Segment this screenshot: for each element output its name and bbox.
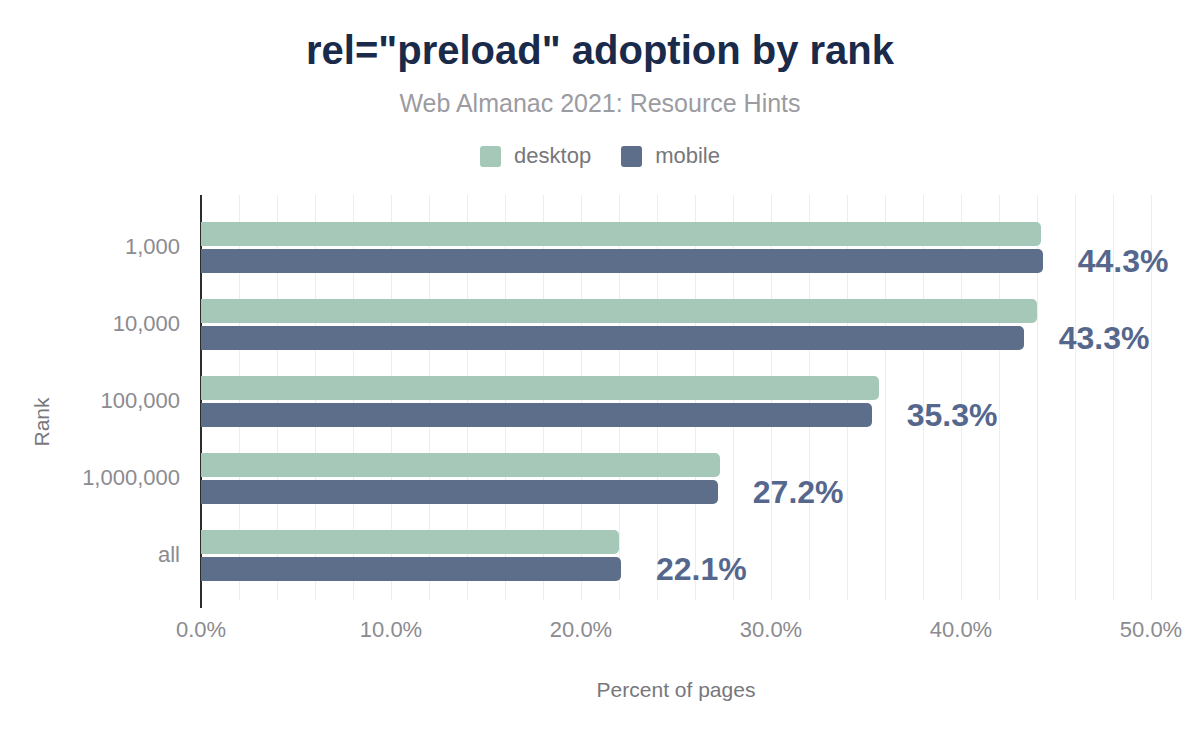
value-label: 22.1% [656,552,747,586]
mobile-swatch-icon [621,146,642,167]
legend-label-desktop: desktop [514,143,591,169]
plot-area: 44.3%43.3%35.3%27.2%22.1% [201,195,1151,600]
bar-desktop-10000 [201,299,1037,323]
category-label: 10,000 [0,312,180,336]
desktop-swatch-icon [480,146,501,167]
value-label: 43.3% [1059,321,1150,355]
legend-label-mobile: mobile [655,143,720,169]
gridline [1075,195,1076,600]
legend-item-mobile: mobile [621,143,720,169]
chart-subtitle: Web Almanac 2021: Resource Hints [0,89,1200,118]
bar-mobile-1000000 [201,480,718,504]
chart-card: rel="preload" adoption by rank Web Alman… [0,0,1200,742]
x-tick-label: 0.0% [176,617,226,643]
value-label: 35.3% [907,398,998,432]
x-tick-label: 20.0% [550,617,612,643]
category-axis-labels: 1,000 10,000 100,000 1,000,000 all [0,195,190,600]
category-label: all [0,543,180,567]
x-axis-title: Percent of pages [201,678,1151,702]
x-tick-label: 50.0% [1120,617,1182,643]
bar-desktop-1000000 [201,453,720,477]
y-axis-title: Rank [30,396,54,448]
bar-mobile-all [201,557,621,581]
category-label: 100,000 [0,389,180,413]
legend-item-desktop: desktop [480,143,591,169]
chart-title: rel="preload" adoption by rank [0,28,1200,73]
x-tick-label: 40.0% [930,617,992,643]
x-axis-tick-labels: 0.0% 10.0% 20.0% 30.0% 40.0% 50.0% [0,617,1200,647]
bar-mobile-10000 [201,326,1024,350]
category-label: 1,000 [0,235,180,259]
legend: desktop mobile [0,143,1200,169]
category-label: 1,000,000 [0,466,180,490]
value-label: 44.3% [1078,244,1169,278]
bar-mobile-1000 [201,249,1043,273]
value-label: 27.2% [753,475,844,509]
bar-mobile-100000 [201,403,872,427]
x-tick-label: 10.0% [360,617,422,643]
x-tick-label: 30.0% [740,617,802,643]
bar-desktop-all [201,530,619,554]
bar-desktop-100000 [201,376,879,400]
bar-desktop-1000 [201,222,1041,246]
